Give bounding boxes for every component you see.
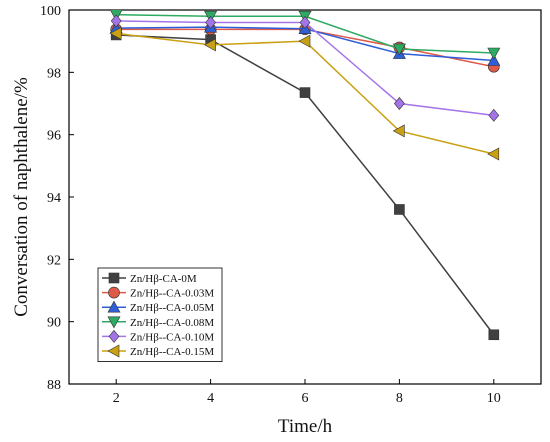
legend-item: Zn/Hβ--CA-0.15M	[102, 344, 214, 358]
data-point	[110, 14, 122, 28]
x-tick-label: 2	[113, 391, 120, 406]
y-tick-label: 96	[47, 129, 61, 144]
data-point	[299, 15, 311, 29]
legend-label: Zn/Hβ-CA-0M	[130, 273, 197, 285]
x-tick-label: 10	[487, 391, 501, 406]
data-point	[488, 329, 500, 341]
y-tick-label: 90	[47, 316, 61, 331]
legend-item: Zn/Hβ--CA-0.08M	[102, 316, 214, 329]
legend-label: Zn/Hβ--CA-0.03M	[130, 288, 214, 300]
legend-marker	[107, 300, 121, 313]
data-point	[205, 15, 216, 29]
data-point	[394, 204, 405, 215]
data-point	[203, 38, 216, 52]
legend-label: Zn/Hβ--CA-0.08M	[130, 317, 214, 329]
x-axis: 2 4 6 8 10	[113, 379, 501, 406]
x-tick-label: 8	[396, 391, 403, 406]
y-tick-label: 92	[47, 253, 61, 268]
legend-marker	[108, 286, 120, 299]
legend-label: Zn/Hβ--CA-0.15M	[130, 346, 214, 358]
data-point	[487, 47, 501, 60]
data-point	[487, 53, 501, 66]
x-tick-label: 4	[207, 391, 214, 406]
data-point	[299, 87, 311, 98]
legend-item: Zn/Hβ--CA-0.10M	[102, 329, 214, 343]
legend-label: Zn/Hβ--CA-0.05M	[130, 302, 214, 314]
data-point	[109, 26, 122, 40]
y-tick-label: 88	[47, 378, 61, 393]
data-point	[394, 97, 405, 110]
x-axis-title: Time/h	[278, 416, 333, 437]
series-4	[110, 14, 500, 122]
legend-item: Zn/Hβ--CA-0.03M	[102, 286, 214, 300]
y-tick-label: 94	[47, 191, 61, 206]
y-tick-label: 98	[47, 66, 61, 81]
legend-item: Zn/Hβ-CA-0M	[102, 272, 197, 285]
y-axis-title: Conversation of naphthalene/%	[11, 77, 32, 317]
x-tick-label: 6	[302, 391, 309, 406]
data-point	[392, 124, 405, 138]
legend-marker	[108, 272, 120, 284]
y-tick-label: 100	[40, 4, 61, 19]
legend-item: Zn/Hβ--CA-0.05M	[102, 300, 214, 314]
legend-marker	[107, 316, 121, 329]
data-point	[392, 43, 406, 56]
data-point	[488, 108, 500, 122]
legend-marker	[108, 329, 120, 343]
series-5	[109, 26, 500, 161]
data-point	[298, 34, 311, 48]
y-axis: 88 90 92 94 96 98 100	[40, 4, 74, 393]
legend-label: Zn/Hβ--CA-0.10M	[130, 331, 214, 343]
data-point	[487, 147, 500, 161]
series-group	[109, 9, 501, 341]
legend: Zn/Hβ-CA-0M Zn/Hβ--CA-0.03M Zn/Hβ--CA-0.05…	[97, 267, 223, 362]
legend-marker	[107, 344, 120, 358]
